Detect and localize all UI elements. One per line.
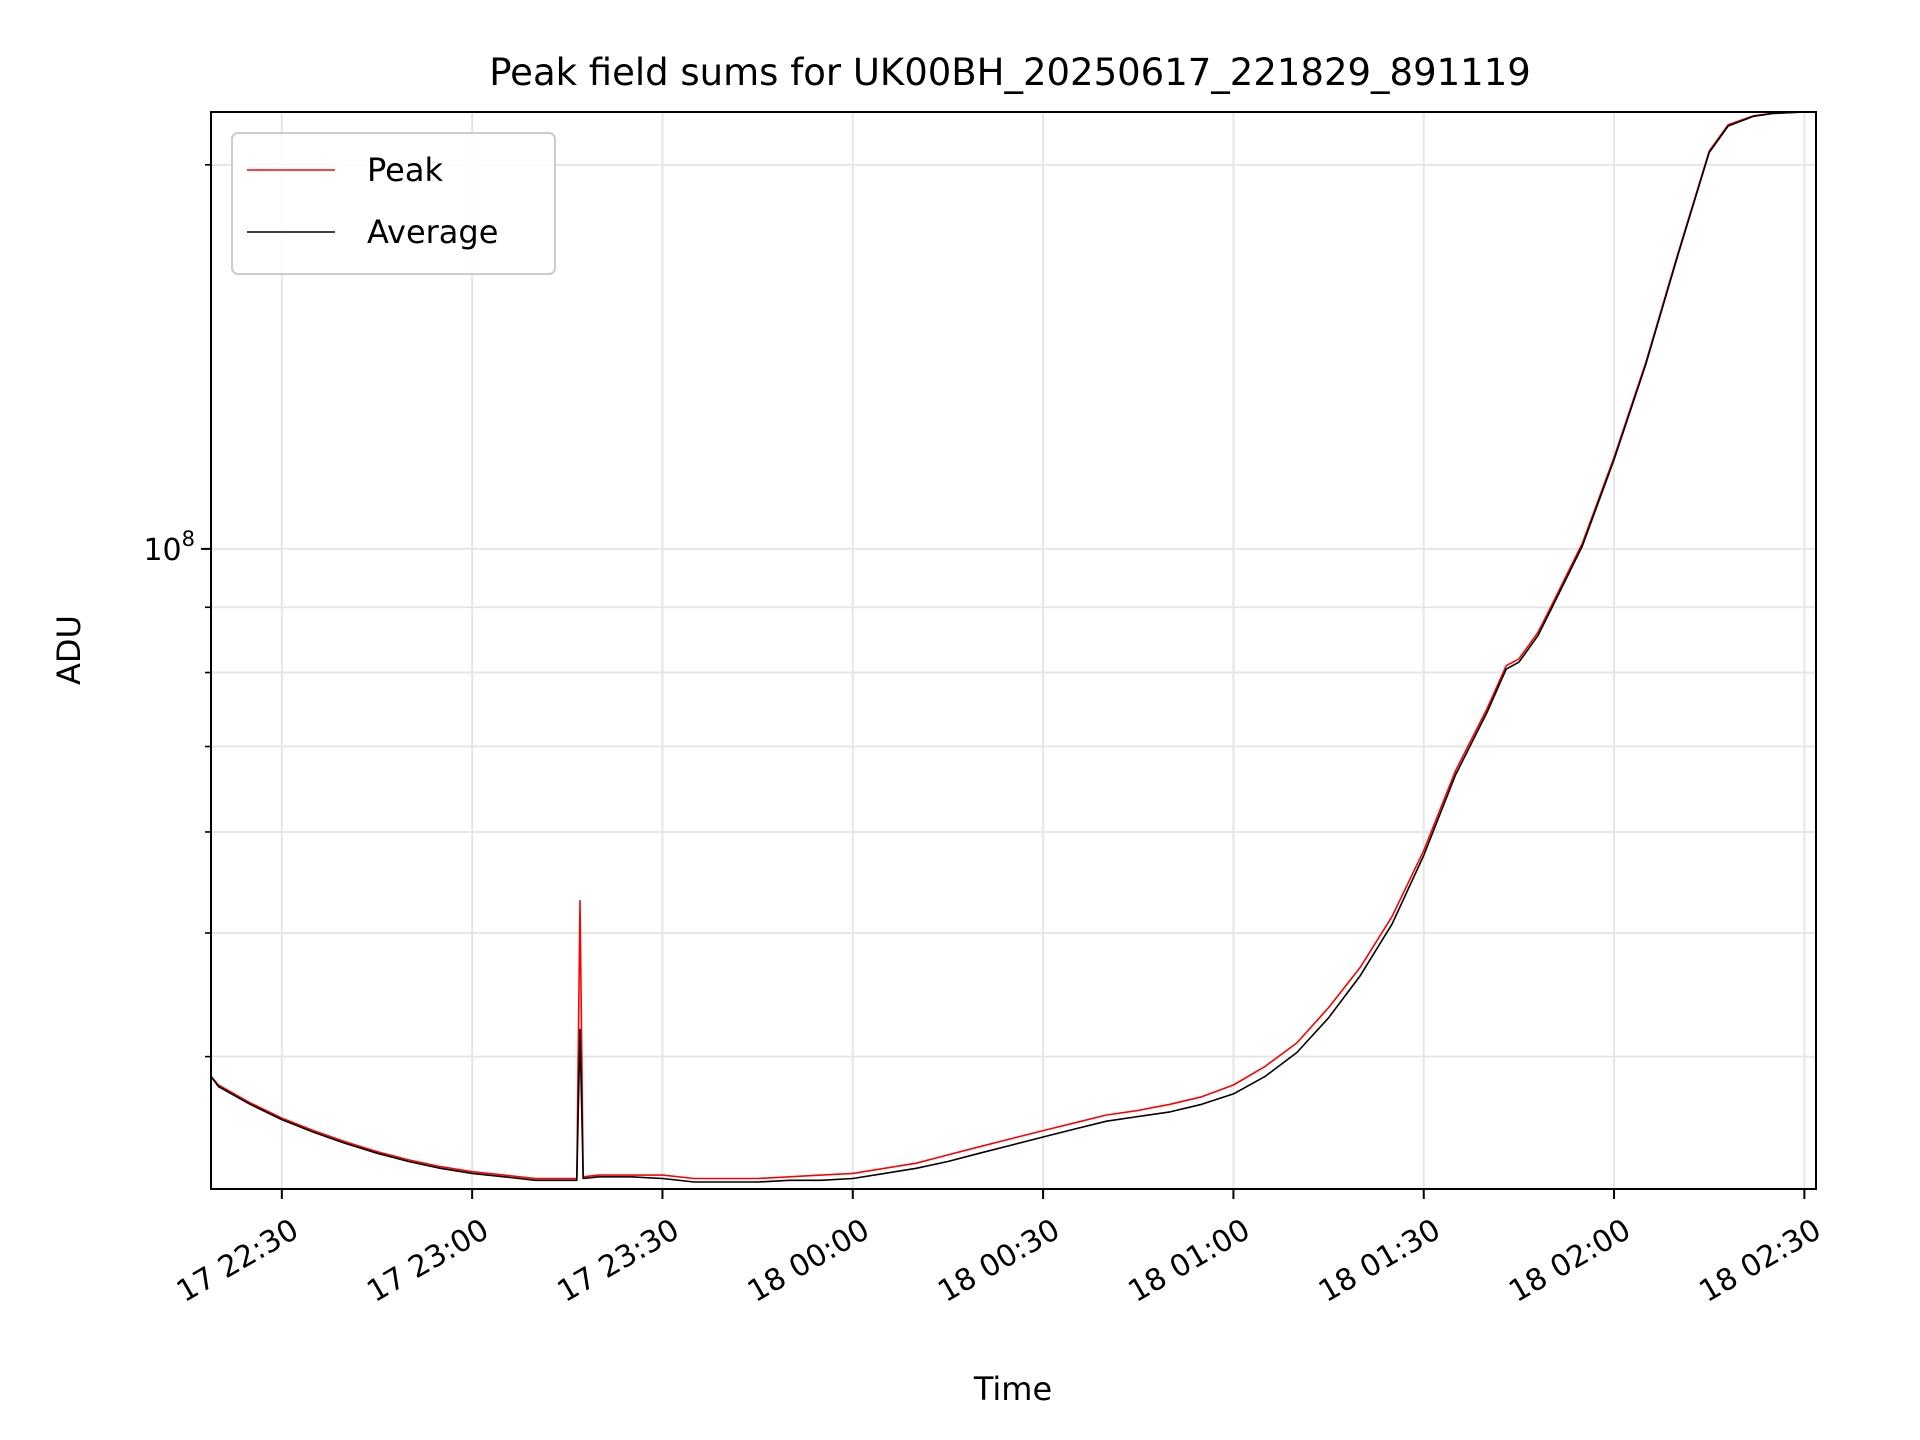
legend-label-peak: Peak bbox=[367, 151, 443, 189]
y-tick-label: 108 bbox=[143, 527, 195, 568]
plot-frame bbox=[210, 111, 1817, 1190]
legend: Peak Average bbox=[231, 132, 556, 275]
x-axis-label: Time bbox=[973, 1370, 1052, 1408]
grid bbox=[211, 112, 1816, 1189]
y-axis: 108 bbox=[143, 164, 211, 1058]
chart-title: Peak field sums for UK00BH_20250617_2218… bbox=[489, 51, 1531, 94]
legend-box bbox=[231, 132, 556, 275]
legend-label-average: Average bbox=[367, 213, 498, 251]
series-layer bbox=[210, 111, 1805, 1183]
series-line-average bbox=[210, 111, 1805, 1183]
y-axis-label: ADU bbox=[50, 615, 88, 685]
series-line-peak bbox=[210, 111, 1805, 1180]
